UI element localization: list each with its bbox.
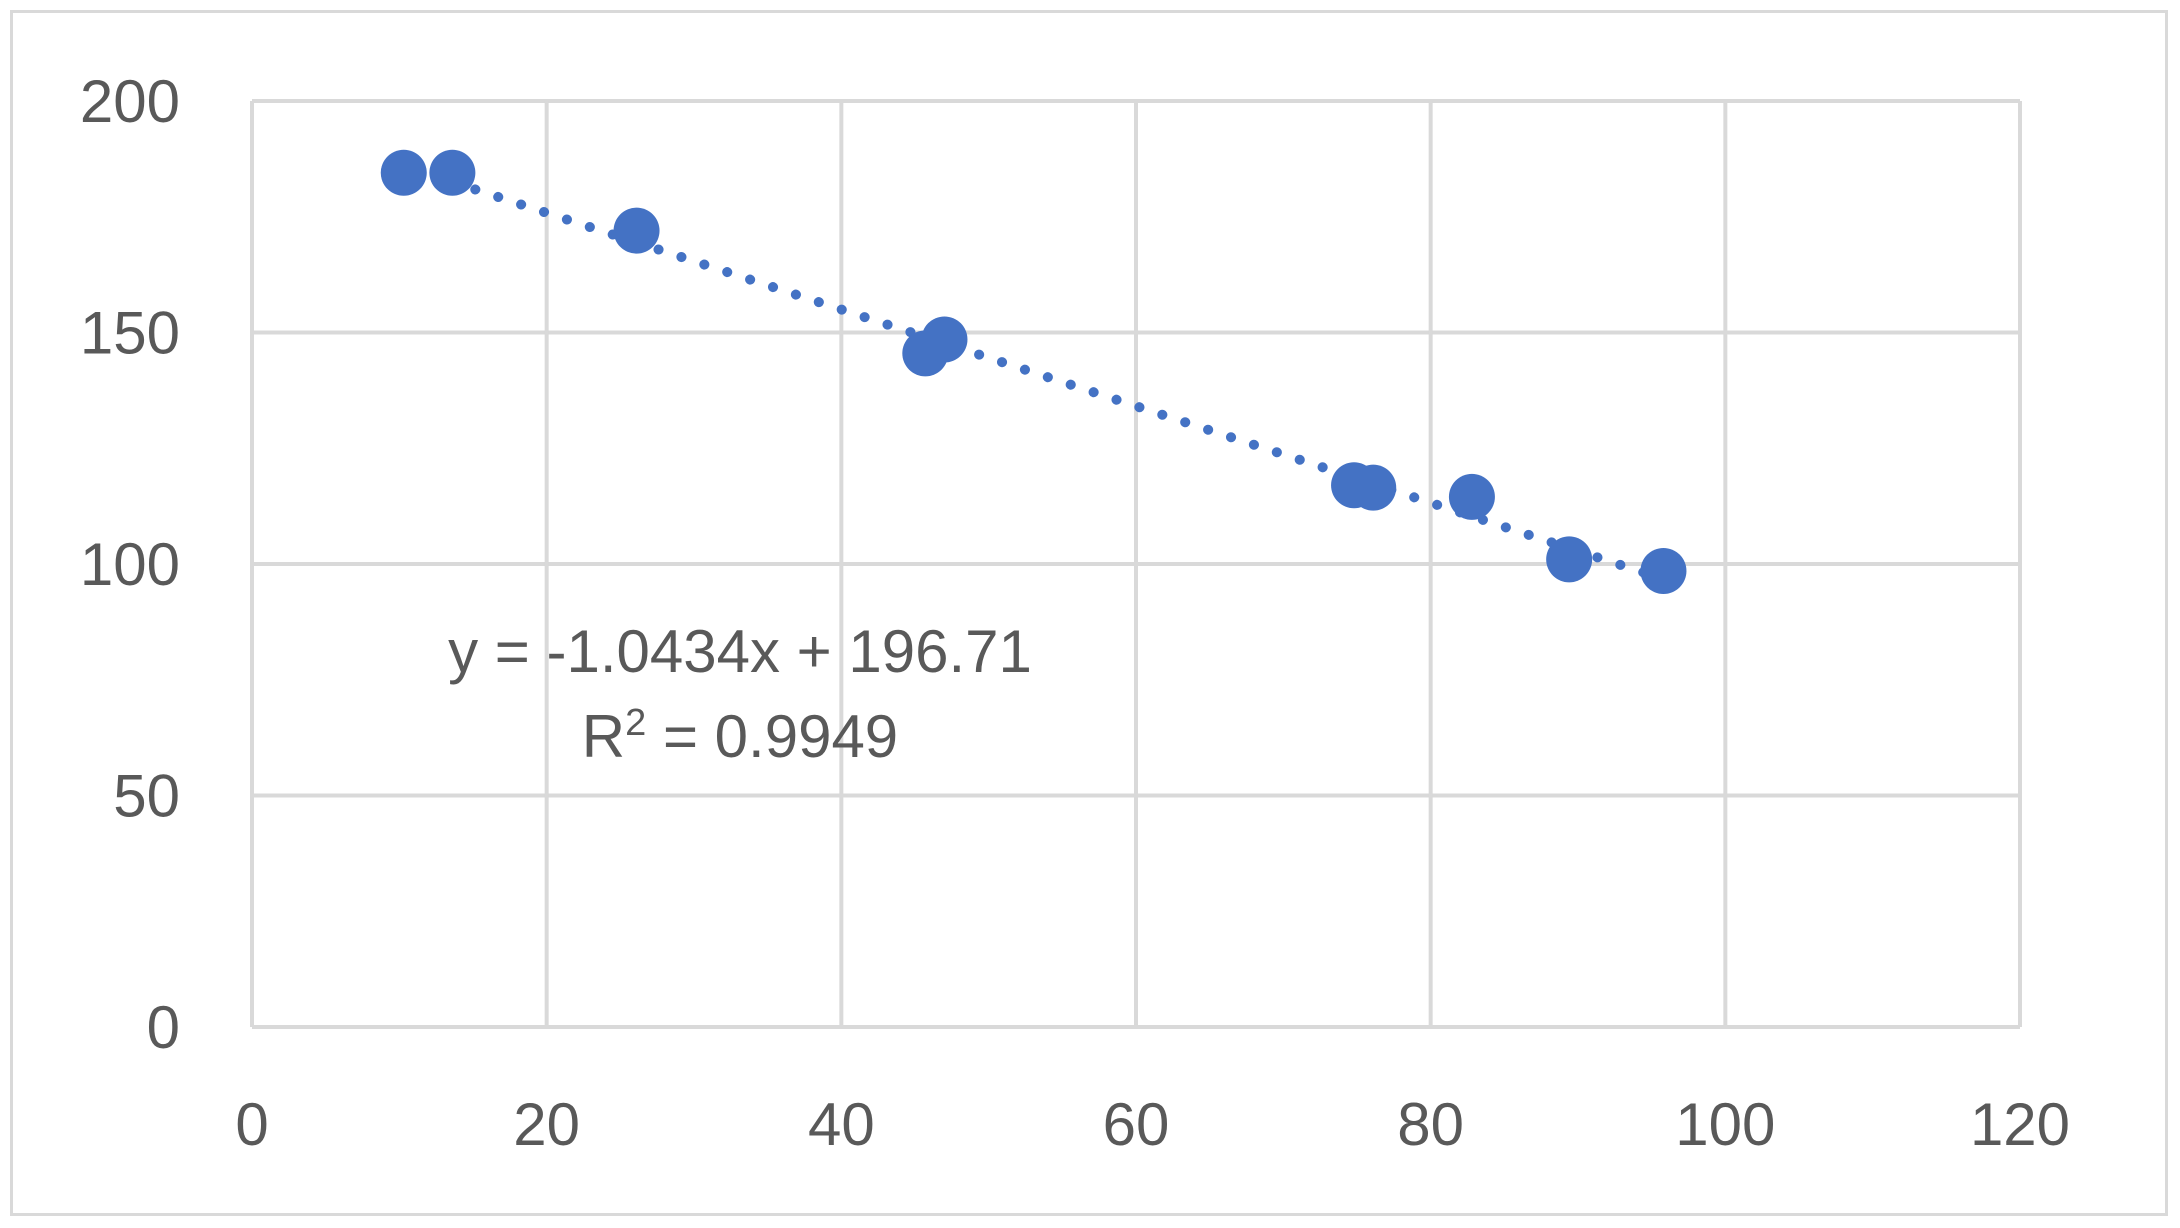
r-squared-r: R <box>582 703 625 770</box>
data-point <box>921 316 968 363</box>
y-tick-label: 150 <box>80 300 180 367</box>
y-axis-tick-labels: 0 50 100 150 200 <box>80 68 180 1061</box>
x-tick-label: 100 <box>1675 1091 1775 1158</box>
x-tick-label: 40 <box>808 1091 875 1158</box>
y-tick-label: 100 <box>80 531 180 598</box>
x-tick-label: 120 <box>1970 1091 2070 1158</box>
data-point <box>1546 536 1593 583</box>
y-tick-label: 200 <box>80 68 180 135</box>
y-tick-label: 50 <box>113 763 180 830</box>
data-points <box>380 149 1687 594</box>
trendline-equation: y = -1.0434x + 196.71 <box>448 618 1032 685</box>
axes <box>250 101 2020 1029</box>
data-point <box>380 149 427 196</box>
data-point <box>1448 473 1495 520</box>
x-tick-label: 0 <box>235 1091 268 1158</box>
chart-area <box>10 10 2168 1216</box>
x-tick-label: 20 <box>513 1091 580 1158</box>
y-tick-label: 0 <box>147 994 180 1061</box>
x-tick-label: 80 <box>1397 1091 1464 1158</box>
r-squared-superscript: 2 <box>625 702 646 744</box>
x-tick-label: 60 <box>1103 1091 1170 1158</box>
data-point <box>1640 547 1687 594</box>
trendline-r-squared: R2 = 0.9949 <box>582 702 898 770</box>
data-point <box>1350 464 1397 511</box>
gridlines <box>252 99 2022 1027</box>
x-axis-tick-labels: 0 20 40 60 80 100 120 <box>235 1091 2070 1158</box>
data-point <box>429 149 476 196</box>
data-point <box>613 207 660 254</box>
r-squared-value: = 0.9949 <box>646 703 898 770</box>
